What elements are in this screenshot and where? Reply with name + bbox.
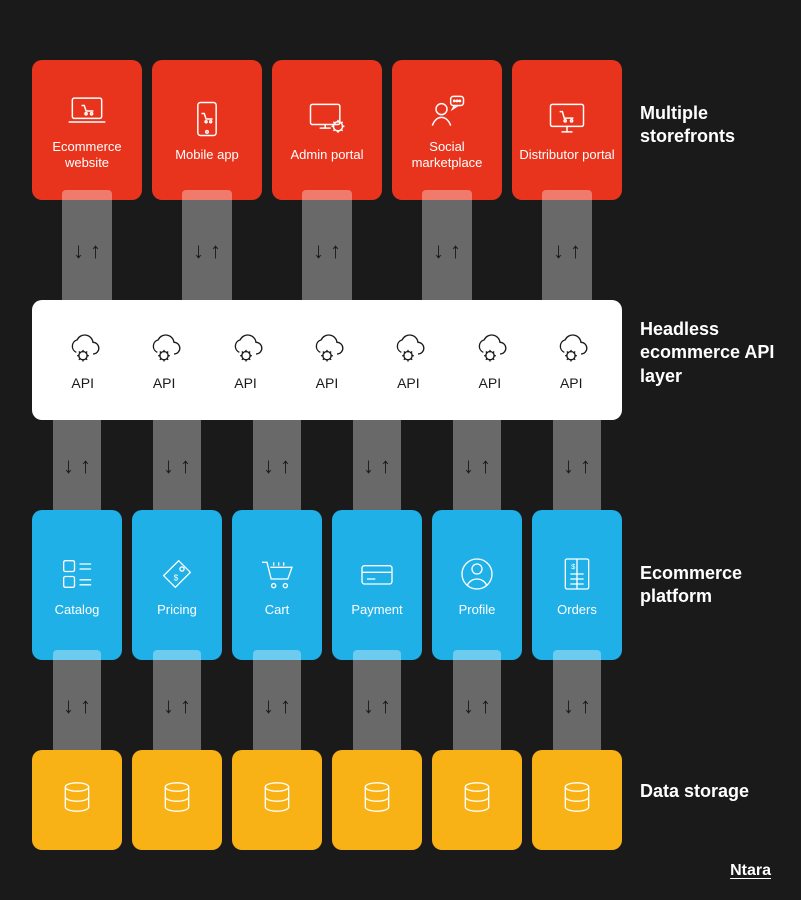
row-label-platform: Ecommerce platform [640, 562, 790, 609]
svg-text:$: $ [571, 562, 576, 571]
cloud-gear-icon [63, 329, 103, 369]
phone-cart-icon [185, 97, 229, 141]
tile-profile: Profile [432, 510, 522, 660]
bidirectional-arrow-icon: ↓↑ [253, 455, 301, 477]
monitor-gear-icon [305, 97, 349, 141]
cloud-gear-icon [388, 329, 428, 369]
tile-label: Orders [557, 602, 597, 618]
credit-card-icon [355, 552, 399, 596]
api-item: API [388, 329, 428, 391]
laptop-cart-icon [65, 89, 109, 133]
api-label: API [560, 375, 583, 391]
tile-label: Mobile app [175, 147, 239, 163]
attribution-text: Ntara [730, 862, 771, 880]
api-label: API [316, 375, 339, 391]
bidirectional-arrow-icon: ↓↑ [253, 695, 301, 717]
tile-label: Catalog [55, 602, 100, 618]
cloud-gear-icon [226, 329, 266, 369]
database-icon [455, 775, 499, 819]
database-icon [55, 775, 99, 819]
tile-label: Ecommerce website [36, 139, 138, 172]
bidirectional-arrow-icon: ↓↑ [453, 455, 501, 477]
api-label: API [71, 375, 94, 391]
user-circle-icon [455, 552, 499, 596]
cloud-gear-icon [307, 329, 347, 369]
row-label-api: Headless ecommerce API layer [640, 318, 790, 388]
api-item: API [551, 329, 591, 391]
monitor-cart-icon [545, 97, 589, 141]
tile-social-marketplace: Social marketplace [392, 60, 502, 200]
api-item: API [63, 329, 103, 391]
grid-icon [55, 552, 99, 596]
cloud-gear-icon [144, 329, 184, 369]
tile-mobile-app: Mobile app [152, 60, 262, 200]
database-icon [355, 775, 399, 819]
bidirectional-arrow-icon: ↓↑ [53, 695, 101, 717]
api-item: API [470, 329, 510, 391]
invoice-icon: $ [555, 552, 599, 596]
cart-icon [255, 552, 299, 596]
row-label-storage: Data storage [640, 780, 790, 803]
api-label: API [153, 375, 176, 391]
api-item: API [226, 329, 266, 391]
tile-label: Social marketplace [396, 139, 498, 172]
api-label: API [479, 375, 502, 391]
database-icon [555, 775, 599, 819]
tile-pricing: $ Pricing [132, 510, 222, 660]
bidirectional-arrow-icon: ↓↑ [353, 695, 401, 717]
tile-orders: $ Orders [532, 510, 622, 660]
bidirectional-arrow-icon: ↓↑ [62, 240, 112, 262]
tile-storage [32, 750, 122, 850]
bidirectional-arrow-icon: ↓↑ [182, 240, 232, 262]
bidirectional-arrow-icon: ↓↑ [302, 240, 352, 262]
tile-label: Pricing [157, 602, 197, 618]
bidirectional-arrow-icon: ↓↑ [553, 695, 601, 717]
tile-storage [432, 750, 522, 850]
bidirectional-arrow-icon: ↓↑ [153, 695, 201, 717]
tile-cart: Cart [232, 510, 322, 660]
price-tag-icon: $ [155, 552, 199, 596]
tile-payment: Payment [332, 510, 422, 660]
api-item: API [144, 329, 184, 391]
bidirectional-arrow-icon: ↓↑ [353, 455, 401, 477]
tile-label: Profile [459, 602, 496, 618]
bidirectional-arrow-icon: ↓↑ [422, 240, 472, 262]
diagram-canvas: Multiple storefronts Ecommerce website M… [0, 0, 801, 900]
cloud-gear-icon [551, 329, 591, 369]
tile-storage [532, 750, 622, 850]
svg-text:$: $ [174, 573, 179, 583]
row-label-storefronts: Multiple storefronts [640, 102, 790, 149]
person-chat-icon [425, 89, 469, 133]
bidirectional-arrow-icon: ↓↑ [553, 455, 601, 477]
api-label: API [234, 375, 257, 391]
tile-admin-portal: Admin portal [272, 60, 382, 200]
cloud-gear-icon [470, 329, 510, 369]
bidirectional-arrow-icon: ↓↑ [542, 240, 592, 262]
api-layer-panel: API API API API API [32, 300, 622, 420]
tile-storage [232, 750, 322, 850]
tile-label: Payment [351, 602, 402, 618]
api-item: API [307, 329, 347, 391]
tile-ecommerce-website: Ecommerce website [32, 60, 142, 200]
tile-storage [332, 750, 422, 850]
bidirectional-arrow-icon: ↓↑ [53, 455, 101, 477]
tile-label: Distributor portal [519, 147, 614, 163]
database-icon [255, 775, 299, 819]
tile-distributor-portal: Distributor portal [512, 60, 622, 200]
bidirectional-arrow-icon: ↓↑ [453, 695, 501, 717]
tile-storage [132, 750, 222, 850]
api-label: API [397, 375, 420, 391]
tile-label: Cart [265, 602, 290, 618]
tile-label: Admin portal [291, 147, 364, 163]
database-icon [155, 775, 199, 819]
tile-catalog: Catalog [32, 510, 122, 660]
bidirectional-arrow-icon: ↓↑ [153, 455, 201, 477]
